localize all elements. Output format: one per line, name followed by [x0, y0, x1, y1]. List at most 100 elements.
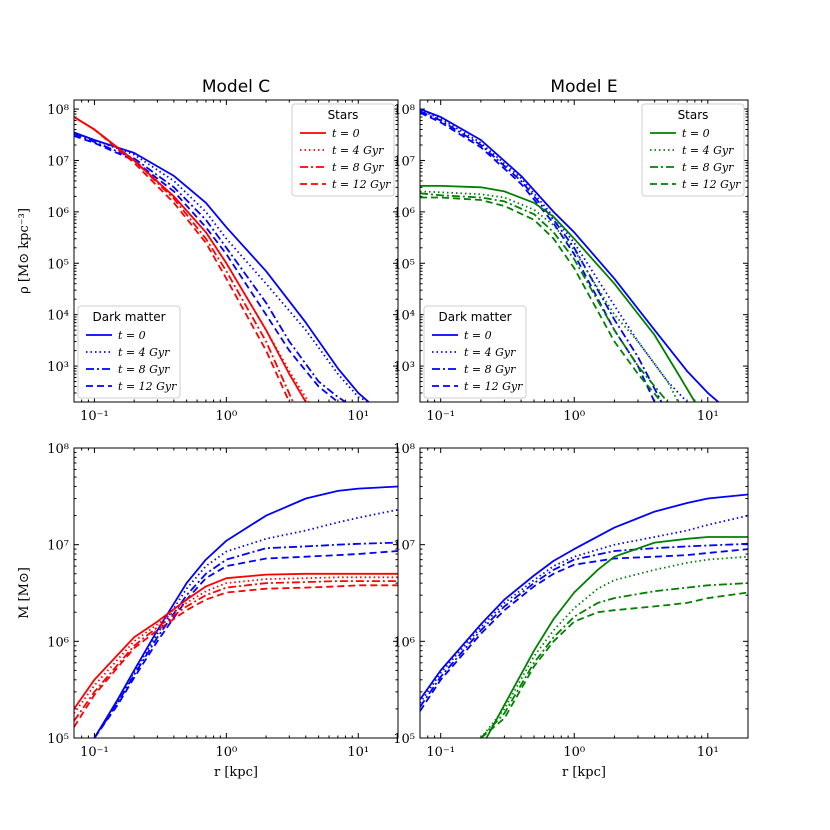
x-tick-label: 10⁰	[215, 409, 237, 424]
legend-entry-label: t = 8 Gyr	[332, 161, 384, 174]
density-model-c-panel: 10⁻¹ 10⁰ 10¹ 10³ 10⁴ 10⁵ 10⁶ 10⁷ 10⁸ Model C ρ [M⊙…	[17, 77, 399, 424]
legend-dark-matter: Dark matter t = 0 t = 4 Gyr t = 8 Gyr t = 12…	[77, 305, 181, 399]
y-tick-label: 10⁸	[393, 442, 415, 457]
y-tick-label: 10⁴	[393, 309, 415, 324]
series-line-dark-matter-t-12-gyr	[420, 111, 656, 402]
legend-title: Dark matter	[438, 310, 511, 324]
x-tick-label: 10⁰	[215, 745, 237, 760]
y-tick-label: 10⁵	[393, 732, 415, 747]
legend-stars: Stars t = 0 t = 4 Gyr t = 8 Gyr t = 12 Gyr	[641, 103, 745, 197]
legend-box	[77, 305, 181, 399]
legend-dark-matter: Dark matter t = 0 t = 4 Gyr t = 8 Gyr t = 12…	[423, 305, 527, 399]
series-line-dark-matter-t-4-gyr	[420, 109, 688, 402]
x-axis-label: r [kpc]	[562, 765, 606, 780]
panel-title: Model C	[202, 77, 270, 97]
legend-stars: Stars t = 0 t = 4 Gyr t = 8 Gyr t = 12 Gyr	[291, 103, 395, 197]
series-line-dark-matter-t-8-gyr	[420, 542, 748, 708]
y-tick-label: 10⁸	[47, 103, 69, 118]
legend-title: Dark matter	[92, 310, 165, 324]
series-group	[420, 108, 719, 402]
y-tick-label: 10⁶	[47, 635, 69, 650]
y-tick-label: 10⁵	[393, 257, 415, 272]
series-line-stars-t-8-gyr	[420, 192, 669, 402]
series-line-stars-t-4-gyr	[420, 190, 679, 402]
y-tick-label: 10⁶	[47, 206, 69, 221]
y-tick-label: 10⁶	[393, 206, 415, 221]
plot-frame	[73, 99, 399, 403]
series-line-dark-matter-t-12-gyr	[93, 550, 398, 738]
y-axis-label: M [M⊙]	[17, 567, 32, 619]
legend-entry-label: t = 4 Gyr	[682, 144, 734, 157]
series-line-stars-t-8-gyr	[74, 580, 398, 722]
legend-entry-label: t = 0	[682, 127, 710, 140]
legend-entry-label: t = 0	[118, 329, 146, 342]
series-line-stars-t-0	[485, 536, 748, 738]
series-line-dark-matter-t-0	[420, 493, 748, 701]
series-group	[74, 116, 370, 402]
y-tick-label: 10⁶	[393, 635, 415, 650]
series-line-dark-matter-t-12-gyr	[74, 135, 339, 402]
legend-entry-label: t = 8 Gyr	[118, 363, 170, 376]
mass-model-e-panel: 10⁻¹ 10⁰ 10¹ 10⁵ 10⁶ 10⁷ 10⁸ r [kpc]	[393, 442, 749, 780]
panel-title: Model E	[550, 77, 617, 97]
y-tick-label: 10⁵	[47, 732, 69, 747]
series-line-stars-t-12-gyr	[74, 584, 398, 728]
y-tick-label: 10⁷	[393, 154, 415, 169]
x-tick-label: 10⁻¹	[80, 409, 109, 424]
legend-title: Stars	[678, 108, 709, 122]
y-tick-label: 10⁷	[47, 539, 69, 554]
x-tick-label: 10¹	[697, 409, 719, 424]
series-line-stars-t-0	[420, 184, 696, 402]
series-line-dark-matter-t-0	[74, 131, 370, 402]
series-line-stars-t-8-gyr	[480, 582, 748, 738]
legend-box	[291, 103, 395, 197]
y-tick-label: 10⁸	[393, 103, 415, 118]
x-tick-label: 10⁻¹	[426, 409, 455, 424]
series-line-dark-matter-t-4-gyr	[93, 508, 398, 738]
y-tick-label: 10⁷	[47, 154, 69, 169]
x-tick-label: 10⁰	[563, 745, 585, 760]
series-line-dark-matter-t-12-gyr	[420, 548, 748, 712]
series-line-dark-matter-t-8-gyr	[420, 110, 663, 402]
x-tick-label: 10¹	[697, 745, 719, 760]
series-line-stars-t-8-gyr	[74, 116, 294, 402]
legend-box	[641, 103, 745, 197]
x-tick-label: 10¹	[347, 745, 369, 760]
mass-model-c-panel: 10⁻¹ 10⁰ 10¹ 10⁵ 10⁶ 10⁷ 10⁸ r [kpc] M [M⊙]	[17, 442, 399, 780]
y-tick-label: 10⁵	[47, 257, 69, 272]
series-line-dark-matter-t-0	[93, 485, 398, 738]
y-axis-label: ρ [M⊙ kpc⁻³]	[17, 208, 32, 294]
x-tick-label: 10⁻¹	[426, 745, 455, 760]
series-line-dark-matter-t-0	[420, 108, 719, 402]
series-line-stars-t-4-gyr	[74, 116, 310, 402]
legend-entry-label: t = 4 Gyr	[118, 346, 170, 359]
y-tick-label: 10³	[47, 360, 69, 375]
legend-entry-label: t = 12 Gyr	[682, 178, 741, 191]
series-line-dark-matter-t-4-gyr	[420, 514, 748, 704]
series-line-stars-t-12-gyr	[74, 116, 291, 402]
plot-frame	[73, 447, 399, 739]
x-tick-label: 10⁰	[563, 409, 585, 424]
legend-entry-label: t = 4 Gyr	[332, 144, 384, 157]
plot-frame	[419, 447, 749, 739]
legend-entry-label: t = 0	[464, 329, 492, 342]
legend-entry-label: t = 12 Gyr	[118, 380, 177, 393]
series-line-stars-t-4-gyr	[480, 555, 748, 738]
series-line-stars-t-0	[74, 572, 398, 710]
series-group	[420, 493, 748, 738]
legend-entry-label: t = 12 Gyr	[332, 178, 391, 191]
series-line-dark-matter-t-8-gyr	[93, 541, 398, 738]
density-model-e-panel: 10⁻¹ 10⁰ 10¹ 10³ 10⁴ 10⁵ 10⁶ 10⁷ 10⁸ Model E Stars…	[393, 77, 749, 424]
legend-box	[423, 305, 527, 399]
series-line-stars-t-12-gyr	[480, 591, 748, 738]
plot-frame	[419, 99, 749, 403]
x-axis-label: r [kpc]	[214, 765, 258, 780]
y-tick-label: 10⁷	[393, 539, 415, 554]
legend-entry-label: t = 12 Gyr	[464, 380, 523, 393]
legend-entry-label: t = 8 Gyr	[682, 161, 734, 174]
legend-entry-label: t = 8 Gyr	[464, 363, 516, 376]
y-tick-label: 10⁸	[47, 442, 69, 457]
x-tick-label: 10⁻¹	[80, 745, 109, 760]
x-tick-label: 10¹	[347, 409, 369, 424]
